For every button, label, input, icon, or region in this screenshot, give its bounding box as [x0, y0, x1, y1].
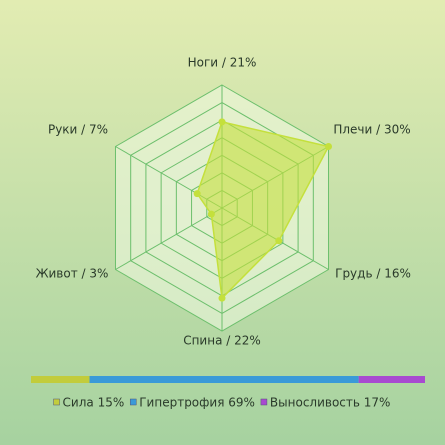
- radar-point: [275, 237, 283, 245]
- radar-point: [207, 210, 215, 218]
- axis-label: Грудь / 16%: [335, 267, 411, 281]
- legend-swatch: [53, 398, 60, 406]
- radar-point: [218, 294, 226, 302]
- bar-segment: [358, 376, 425, 383]
- legend-swatch: [260, 398, 268, 406]
- legend-swatch: [129, 398, 137, 406]
- legend-label: Выносливость 17%: [270, 396, 391, 410]
- axis-label: Спина / 22%: [183, 334, 261, 348]
- spoke: [115, 207, 223, 270]
- axis-label: Плечи / 30%: [333, 123, 410, 137]
- axis-label: Живот / 3%: [36, 267, 109, 281]
- radar-point: [193, 190, 201, 198]
- bar-segment: [31, 376, 90, 383]
- bar-segment: [89, 376, 359, 383]
- legend-label: Гипертрофия 69%: [139, 396, 255, 410]
- axis-label: Руки / 7%: [48, 123, 108, 137]
- radar-point: [325, 143, 333, 150]
- axis-label: Ноги / 21%: [188, 56, 257, 70]
- legend-label: Сила 15%: [63, 396, 125, 410]
- radar-point: [218, 118, 226, 126]
